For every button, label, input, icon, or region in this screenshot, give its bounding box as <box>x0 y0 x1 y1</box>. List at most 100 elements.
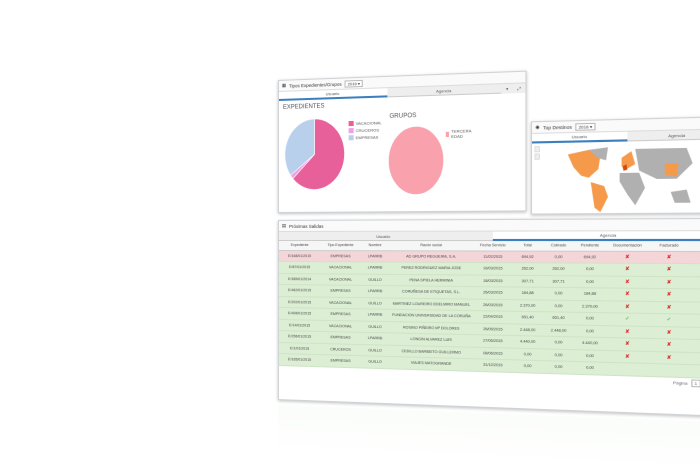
status-cell: ✘ <box>605 275 650 289</box>
cross-icon: ✘ <box>625 353 630 360</box>
table-cell: LPARRB <box>360 308 390 322</box>
status-cell: ✘ <box>649 250 689 264</box>
table-cell: GUILLO <box>360 343 390 357</box>
table-cell: 26/05/2015 <box>473 322 513 336</box>
africa[interactable] <box>619 172 646 206</box>
table-cell: GUILLO <box>360 320 390 333</box>
check-icon: ✓ <box>625 316 630 323</box>
legend-label: VACACIONAL <box>355 120 382 126</box>
expedientes-pie <box>284 117 346 191</box>
expand-icon[interactable]: ⤢ <box>517 85 521 92</box>
table-cell: 22/04/2015 <box>473 310 513 324</box>
status-cell: ✘ <box>688 301 700 315</box>
status-cell: ✓ <box>649 313 689 327</box>
status-cell <box>605 362 650 376</box>
column-header[interactable]: Nombre <box>360 241 390 251</box>
table-cell: VACACIONAL <box>320 273 361 286</box>
column-header[interactable]: Tipo Expediente <box>320 241 361 251</box>
table-cell: 0,00 <box>543 336 575 350</box>
grupos-title: GRUPOS <box>389 112 417 120</box>
status-cell: ✘ <box>649 300 689 315</box>
cross-icon: ✘ <box>666 266 672 274</box>
table-cell: E/462/01/2015 <box>278 284 321 297</box>
reflection <box>278 405 700 467</box>
table-cell: 0,00 <box>543 299 575 313</box>
table-cell: 18/03/2015 <box>473 274 513 287</box>
status-cell: ✘ <box>605 250 650 264</box>
year-value: 2016 <box>347 80 357 87</box>
table-cell: 307,71 <box>512 274 544 288</box>
year-select[interactable]: 2016 ▾ <box>575 122 596 131</box>
australia[interactable] <box>670 189 691 203</box>
column-header[interactable]: Razón social <box>389 241 474 251</box>
pie-slice-empresas[interactable] <box>285 119 315 176</box>
proximas-salidas-panel: ▤ Próximas Salidas Usuario Agencia Expedie… <box>278 217 700 418</box>
china[interactable] <box>664 163 679 177</box>
column-header[interactable]: Cobrado <box>688 241 700 252</box>
status-cell: ✘ <box>649 263 689 277</box>
cross-icon: ✘ <box>625 291 630 298</box>
table-cell: EMPRESAS <box>320 250 361 262</box>
table-cell: E/202/01/2015 <box>278 296 321 309</box>
cross-icon: ✘ <box>666 279 672 286</box>
column-header[interactable]: Facturado <box>649 241 689 251</box>
column-header[interactable]: Fecha Servicio <box>473 241 513 251</box>
status-cell: ✘ <box>605 337 650 351</box>
cross-icon: ✘ <box>666 291 672 299</box>
column-header[interactable]: Expediente <box>278 241 321 251</box>
tab-agencia[interactable]: Agencia <box>627 129 700 142</box>
table-cell: 0,00 <box>543 250 575 264</box>
status-cell: ✓ <box>688 339 700 353</box>
column-header[interactable]: Total <box>512 241 544 251</box>
table-cell: EMPRESAS <box>320 354 361 368</box>
cross-icon: ✘ <box>666 329 672 336</box>
asia[interactable] <box>635 147 693 180</box>
status-cell: ✘ <box>688 250 700 264</box>
zoom-in-button[interactable] <box>535 147 540 152</box>
table-cell: E/165/01/2015 <box>278 353 321 367</box>
table-cell: 2.370,00 <box>574 299 606 313</box>
table-cell: 2.448,00 <box>543 323 575 337</box>
collapse-icon[interactable]: ▾ <box>506 86 509 92</box>
tab-usuario[interactable]: Usuario <box>532 131 628 144</box>
pie-slice-cruceros[interactable] <box>290 154 314 179</box>
legend-item[interactable]: TERCERA EDAD <box>445 128 472 139</box>
legend-item[interactable]: CRUCEROS <box>348 127 382 134</box>
table-cell: 184,88 <box>512 286 544 300</box>
table-cell: 0,00 <box>574 361 606 375</box>
table-cell: LPARRB <box>360 250 390 263</box>
zoom-out-button[interactable] <box>535 154 540 159</box>
table-cell: VACACIONAL <box>320 261 361 274</box>
status-cell <box>688 364 700 379</box>
status-cell <box>649 363 689 378</box>
status-cell: ✘ <box>688 326 700 341</box>
pie-slice-tercera-edad[interactable] <box>388 126 443 195</box>
table-cell: PENA SPIELA HERMINIA <box>389 273 474 287</box>
status-cell: ✓ <box>688 263 700 277</box>
legend-item[interactable]: VACACIONAL <box>348 120 382 127</box>
table-cell: 651,40 <box>543 311 575 325</box>
south-america[interactable] <box>590 181 609 213</box>
column-header[interactable]: Documentación <box>605 241 650 251</box>
column-header[interactable]: Cobrado <box>543 241 575 251</box>
page-input[interactable]: 1 <box>691 379 700 388</box>
year-select[interactable]: 2016 ▾ <box>344 79 363 88</box>
table-cell: LPARRB <box>360 332 390 345</box>
table-cell: E/87/01/2015 <box>278 261 321 274</box>
table-cell: 08/06/2015 <box>473 346 513 360</box>
panel-title: Próximas Salidas <box>289 223 324 229</box>
cross-icon: ✘ <box>625 303 630 311</box>
legend-item[interactable]: EMPRESAS <box>348 134 382 141</box>
tab-usuario[interactable]: Usuario <box>278 231 493 242</box>
table-cell: 4.440,00 <box>512 335 544 349</box>
tipos-expedientes-panel: ▦ Tipos Expedientes/Grupos 2016 ▾ Usuario A… <box>278 70 527 213</box>
table-cell: AD GRUPO REGUEIRA, S.A. <box>389 250 474 263</box>
cross-icon: ✘ <box>625 266 630 273</box>
status-cell: ✘ <box>649 288 689 302</box>
world-map[interactable] <box>532 140 700 214</box>
table-cell: VACACIONAL <box>320 319 361 333</box>
tab-agencia[interactable]: Agencia <box>492 231 700 242</box>
status-cell: ✓ <box>688 276 700 290</box>
pie-slice-vacacional[interactable] <box>293 118 345 190</box>
column-header[interactable]: Pendiente <box>574 241 606 251</box>
